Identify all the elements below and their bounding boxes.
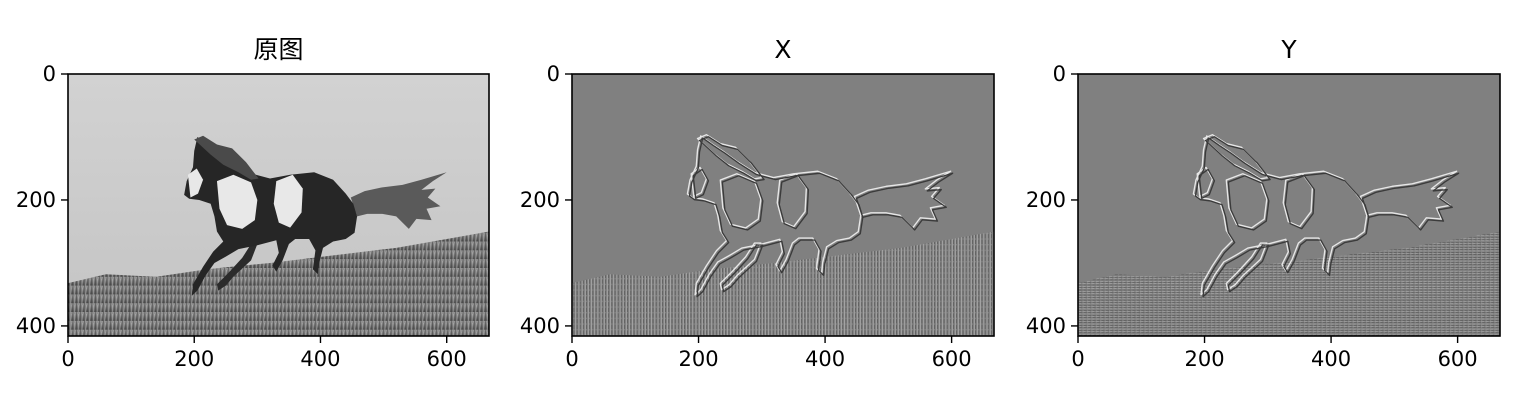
- x-tick-label: 0: [565, 347, 578, 371]
- horse-mane: [194, 135, 259, 180]
- y-tick-label: 200: [520, 188, 560, 212]
- x-tick-label: 400: [1311, 347, 1351, 371]
- axes-frame: [571, 73, 995, 337]
- y-tick-label: 400: [520, 314, 560, 338]
- horse-leg: [216, 244, 258, 291]
- image-grass: [68, 231, 489, 336]
- horse-patch-2: [187, 168, 204, 198]
- subplot-2: Y 0 200 400 600 0 200 400: [1026, 35, 1501, 371]
- y-tick-label: 0: [1053, 62, 1066, 86]
- subplot-title: X: [774, 35, 791, 64]
- x-tick-label: 0: [61, 347, 74, 371]
- y-tick-label: 0: [547, 62, 560, 86]
- subplot-title: 原图: [253, 35, 303, 64]
- edge-contour-6: [691, 167, 709, 199]
- image-grass-texture: [1078, 231, 1500, 336]
- x-tick-label: 400: [805, 347, 845, 371]
- edge-contour-3: [1203, 135, 1270, 181]
- horse-body: [184, 136, 358, 296]
- edge-contour-3: [697, 135, 764, 181]
- x-tick-label: 400: [300, 347, 340, 371]
- edge-contour-6: [1197, 167, 1215, 199]
- edge-contour-2: [687, 136, 863, 297]
- x-tick-label: 0: [1071, 347, 1084, 371]
- edge-contour-0: [1360, 171, 1459, 230]
- edge-contour-2: [1193, 136, 1369, 297]
- horse-patch-0: [216, 174, 258, 229]
- y-tick-label: 200: [16, 188, 56, 212]
- edge-contour-5: [777, 174, 809, 229]
- horse-patch-1: [273, 174, 303, 228]
- x-tick-label: 200: [1184, 347, 1224, 371]
- edge-contour-1: [1226, 243, 1269, 292]
- subplot-title: Y: [1280, 35, 1297, 64]
- edge-contour-4: [1226, 174, 1269, 230]
- y-tick-label: 400: [16, 314, 56, 338]
- horse-tail: [350, 172, 447, 229]
- x-tick-label: 600: [932, 347, 972, 371]
- y-tick-label: 200: [1026, 188, 1066, 212]
- axes-frame: [1077, 73, 1501, 337]
- edge-contour-4: [720, 174, 763, 230]
- edge-contour-5: [1283, 174, 1315, 229]
- axes-frame: [67, 73, 490, 337]
- subplot-0: 原图 0 200 400 600 0 200 400: [16, 35, 490, 371]
- x-tick-label: 200: [678, 347, 718, 371]
- subplot-1: X 0 200 400 600 0 200 400: [520, 35, 995, 371]
- x-tick-label: 600: [427, 347, 467, 371]
- y-tick-label: 400: [1026, 314, 1066, 338]
- image-grass-texture: [572, 231, 994, 336]
- edge-contour-1: [720, 243, 763, 292]
- x-tick-label: 200: [174, 347, 214, 371]
- edge-contour-0: [854, 171, 953, 230]
- x-tick-label: 600: [1438, 347, 1478, 371]
- y-tick-label: 0: [43, 62, 56, 86]
